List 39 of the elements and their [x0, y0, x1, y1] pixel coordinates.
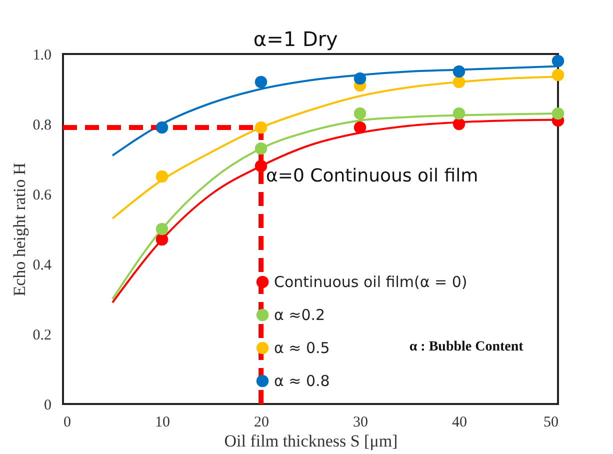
y-tick-label: 1.0 [32, 48, 52, 64]
x-tick-label: 40 [452, 414, 467, 430]
point [452, 118, 466, 130]
y-tick-label: 0.6 [32, 188, 52, 204]
point [156, 233, 168, 246]
x-tick-label: 50 [544, 414, 558, 430]
point [254, 76, 268, 88]
legend-label: Continuous oil film(α = 0) [274, 273, 468, 291]
x-tick-label: 20 [254, 414, 269, 430]
point [254, 160, 268, 172]
y-tick-label: 0.8 [32, 118, 52, 134]
point [354, 107, 366, 120]
point [552, 68, 564, 82]
point [354, 121, 366, 134]
point [452, 107, 466, 120]
annotation: α : Bubble Content [409, 339, 524, 354]
point [254, 121, 268, 134]
point [156, 121, 168, 134]
legend-label: α ≈ 0.8 [274, 372, 330, 390]
y-axis-title: Echo height ratio H [10, 162, 29, 296]
point [354, 72, 366, 85]
y-tick-label: 0.4 [32, 258, 52, 274]
x-tick-label: 10 [155, 414, 170, 430]
point [254, 142, 268, 155]
point [552, 107, 564, 120]
point [156, 170, 168, 183]
point [452, 76, 466, 88]
y-tick-label: 0.2 [32, 328, 52, 344]
annotation: α=0 Continuous oil film [266, 166, 478, 186]
point [552, 54, 564, 68]
legend-label: α ≈0.2 [274, 306, 326, 324]
point [156, 222, 168, 236]
y-tick-label: 0 [44, 398, 52, 414]
x-tick-label: 30 [353, 414, 368, 430]
x-tick-label: 0 [64, 414, 71, 430]
text: α=1 Dry [253, 27, 338, 51]
point [452, 65, 466, 78]
legend-label: α ≈ 0.5 [274, 339, 330, 357]
x-axis-title: Oil film thickness S [μm] [224, 432, 398, 450]
